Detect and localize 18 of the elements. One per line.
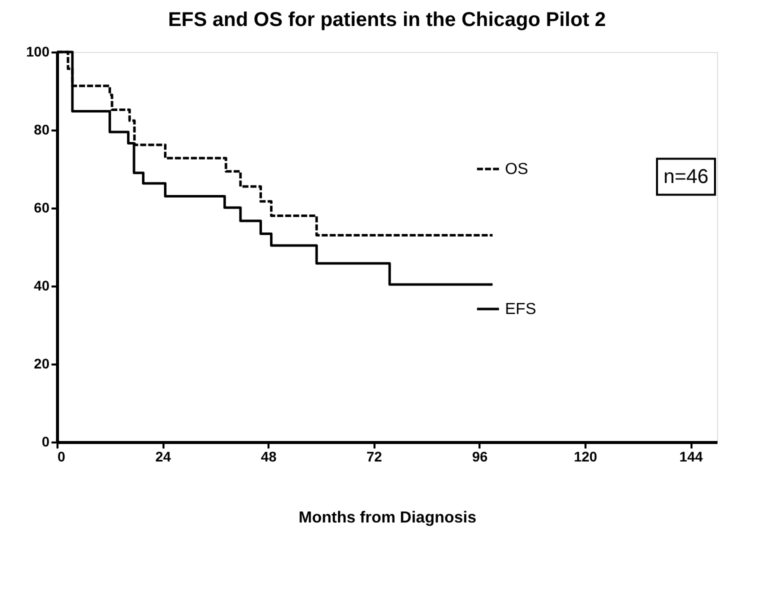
y-tick-label: 40 xyxy=(34,278,50,294)
legend-label: EFS xyxy=(505,301,536,318)
y-tick-label: 60 xyxy=(34,200,50,216)
y-tick-label: 20 xyxy=(34,356,50,372)
x-tick-label: 120 xyxy=(574,448,598,464)
x-tick-label: 96 xyxy=(472,448,488,464)
x-tick-label: 144 xyxy=(679,448,703,464)
annotation: n=46 xyxy=(663,166,709,188)
x-axis-title: Months from Diagnosis xyxy=(298,510,476,526)
y-tick-label: 80 xyxy=(34,122,50,138)
x-tick-label: 72 xyxy=(366,448,382,464)
chart-title: EFS and OS for patients in the Chicago Pilot 2 xyxy=(168,9,606,31)
x-tick-label: 24 xyxy=(155,448,172,464)
legend-label: OS xyxy=(505,161,528,178)
y-tick-label: 100 xyxy=(26,44,50,60)
y-tick-label: 0 xyxy=(42,434,50,450)
x-tick-label: 48 xyxy=(260,448,277,464)
x-tick-label: 0 xyxy=(58,448,66,464)
